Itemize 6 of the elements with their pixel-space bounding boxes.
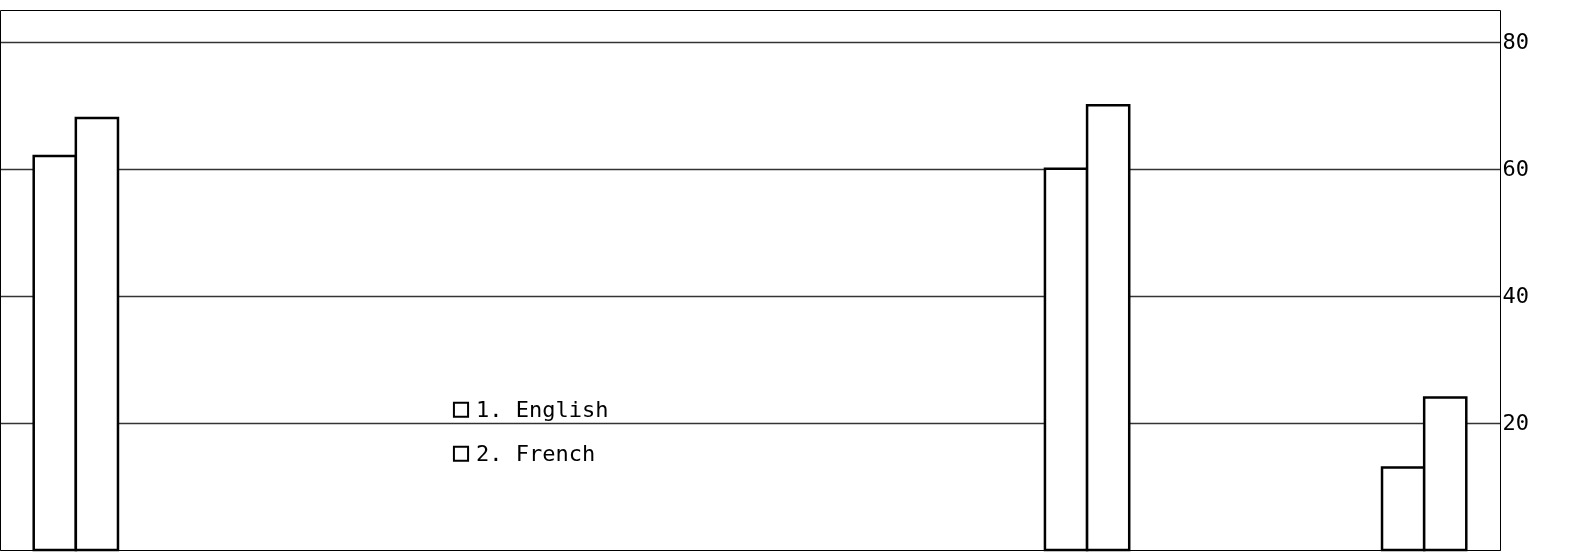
y-tick-label: 20 [1502, 410, 1529, 436]
y-tick-label: 80 [1502, 29, 1529, 55]
legend-label: 2. French [476, 440, 596, 466]
legend-label: 1. English [476, 396, 609, 422]
y-tick-label: 40 [1502, 283, 1529, 309]
y-tick-label: 60 [1502, 156, 1529, 182]
